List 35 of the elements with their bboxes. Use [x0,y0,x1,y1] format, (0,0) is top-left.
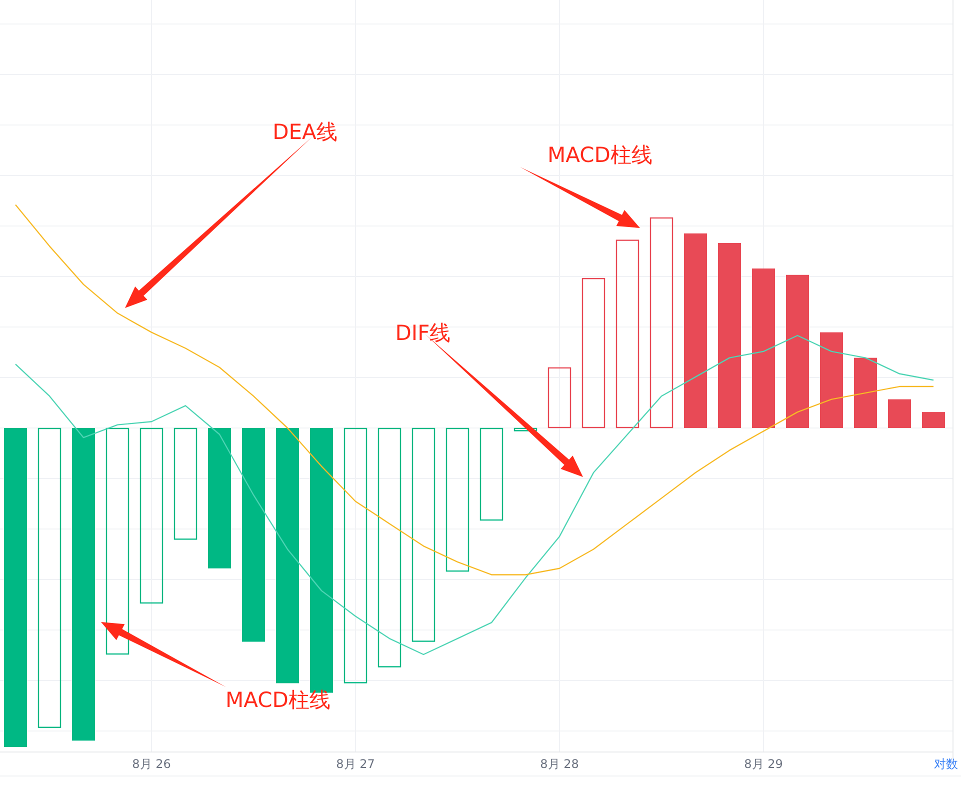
bar [548,367,572,428]
annotation: DIF线 [395,321,451,345]
x-tick-label: 8月 29 [744,757,783,771]
bar [582,278,606,428]
bar [208,428,231,568]
bar [650,217,674,428]
bar [140,428,164,604]
bar [820,332,843,428]
text: MACD柱线 [548,143,652,167]
bar [786,274,809,428]
bar [72,428,95,741]
bar [106,428,130,655]
x-tick-label: 8月 27 [336,757,375,771]
bar [718,242,741,428]
bar [344,428,368,684]
bar [38,428,62,728]
bar [480,428,504,521]
bar [242,428,265,642]
bar [4,428,27,747]
bar [174,428,198,540]
text: DEA线 [272,120,338,144]
bar [378,428,402,668]
bar [854,358,877,428]
bar [276,428,299,684]
x-tick-label: 8月 28 [540,757,579,771]
bar [888,399,911,428]
annotation: MACD柱线 [226,688,330,712]
text: 对数 [934,757,958,771]
x-tick-label: 8月 26 [132,757,171,771]
bar [922,412,945,428]
bar [684,233,707,428]
bar [412,428,436,642]
bar [752,268,775,428]
bar [616,240,640,428]
bar [446,428,470,572]
